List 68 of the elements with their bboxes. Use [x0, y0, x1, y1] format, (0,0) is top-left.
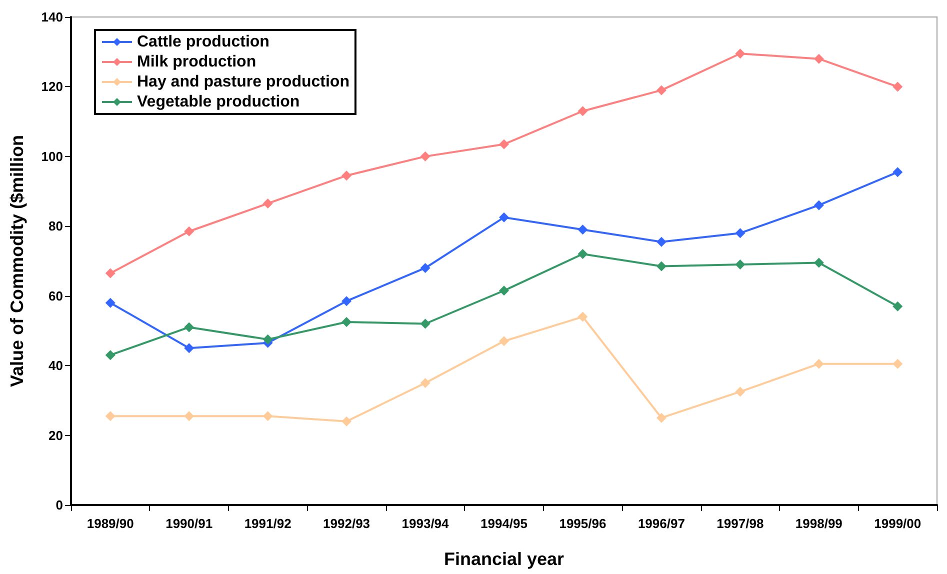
- y-tick-label: 100: [41, 148, 63, 164]
- point: [262, 411, 273, 422]
- x-tick-label: 1990/91: [166, 516, 213, 531]
- y-tick-label: 0: [56, 498, 63, 512]
- point: [892, 82, 903, 92]
- point: [656, 85, 666, 96]
- point: [105, 298, 116, 308]
- point: [105, 350, 116, 360]
- x-tick-label: 1999/00: [874, 516, 922, 531]
- x-tick-label: 1998/99: [795, 516, 842, 531]
- point: [814, 358, 824, 369]
- point: [184, 226, 194, 236]
- point: [342, 317, 352, 327]
- point: [184, 411, 194, 422]
- y-tick-label: 80: [48, 218, 63, 234]
- point: [814, 54, 824, 64]
- x-axis-title: Financial year: [444, 549, 564, 569]
- y-axis-title: Value of Commodity ($million: [7, 134, 27, 388]
- point: [342, 170, 352, 181]
- x-tick-label: 1989/90: [86, 516, 134, 531]
- point: [578, 224, 588, 235]
- point: [814, 258, 824, 268]
- x-tick-label: 1993/94: [402, 516, 450, 531]
- point: [735, 228, 746, 238]
- y-tick-label: 40: [48, 358, 63, 374]
- point: [499, 139, 509, 150]
- legend-label: Hay and pasture production: [137, 74, 350, 90]
- point: [578, 249, 588, 260]
- point: [656, 236, 666, 247]
- point: [342, 416, 352, 426]
- point: [342, 296, 352, 306]
- point: [656, 261, 666, 272]
- legend-label: Vegetable production: [137, 94, 300, 110]
- point: [656, 412, 666, 423]
- point: [499, 286, 509, 296]
- point: [184, 322, 194, 332]
- x-tick-label: 1995/96: [559, 516, 606, 531]
- point: [735, 259, 746, 270]
- y-tick-label: 120: [41, 79, 63, 94]
- point: [420, 151, 430, 162]
- point: [814, 200, 824, 210]
- point: [184, 343, 194, 354]
- point: [262, 198, 273, 208]
- point: [735, 386, 746, 397]
- x-tick-label: 1991/92: [244, 516, 292, 531]
- point: [420, 318, 430, 329]
- point: [420, 262, 430, 273]
- x-tick-label: 1992/93: [323, 516, 370, 531]
- point: [499, 212, 509, 222]
- x-tick-label: 1997/98: [716, 516, 764, 531]
- point: [578, 106, 588, 116]
- point: [262, 334, 273, 344]
- point: [892, 301, 903, 312]
- legend-label: Cattle production: [137, 34, 270, 50]
- point: [892, 167, 903, 178]
- y-tick-label: 140: [41, 10, 63, 24]
- x-tick-label: 1996/97: [638, 516, 685, 531]
- x-tick-label: 1994/95: [480, 516, 528, 531]
- point: [420, 378, 430, 388]
- y-tick-label: 20: [48, 428, 63, 443]
- point: [892, 358, 903, 369]
- point: [499, 336, 509, 346]
- legend-label: Milk production: [137, 54, 256, 70]
- point: [735, 48, 746, 59]
- point: [578, 312, 588, 322]
- point: [105, 411, 116, 422]
- point: [105, 268, 116, 278]
- y-tick-label: 60: [48, 288, 63, 304]
